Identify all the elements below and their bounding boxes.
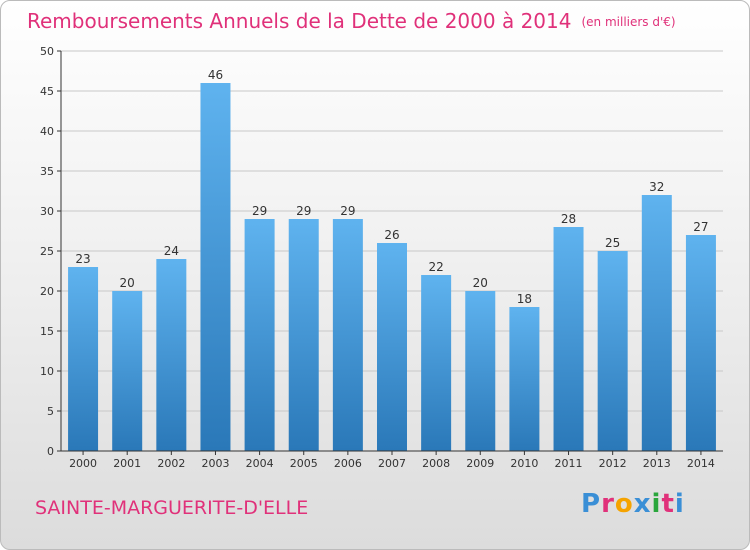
logo-letter: t	[661, 489, 675, 519]
logo-letter: o	[614, 489, 634, 519]
bar	[421, 275, 452, 451]
x-tick-label: 2008	[422, 457, 450, 470]
logo-letter: P	[581, 489, 602, 519]
data-label: 29	[296, 204, 311, 218]
chart-title-text: Remboursements Annuels de la Dette de 20…	[27, 9, 572, 33]
logo-letter: r	[601, 489, 615, 519]
y-tick-label: 20	[40, 285, 54, 298]
data-label: 28	[561, 212, 576, 226]
bar	[685, 235, 716, 451]
y-tick-label: 30	[40, 205, 54, 218]
data-label: 26	[384, 228, 399, 242]
bar	[244, 219, 275, 451]
logo-letter: x	[633, 489, 652, 519]
data-label: 23	[75, 252, 90, 266]
bar	[509, 307, 540, 451]
x-tick-label: 2009	[466, 457, 494, 470]
x-tick-label: 2014	[687, 457, 715, 470]
x-tick-label: 2001	[113, 457, 141, 470]
logo-letter: i	[674, 489, 685, 519]
x-tick-label: 2010	[510, 457, 538, 470]
x-tick-label: 2007	[378, 457, 406, 470]
data-label: 20	[120, 276, 135, 290]
data-label: 22	[428, 260, 443, 274]
bar	[332, 219, 363, 451]
data-label: 29	[252, 204, 267, 218]
data-label: 20	[473, 276, 488, 290]
place-name: SAINTE-MARGUERITE-D'ELLE	[35, 497, 309, 519]
logo-letter: i	[651, 489, 662, 519]
bar	[377, 243, 407, 451]
y-tick-label: 25	[40, 245, 54, 258]
data-label: 29	[340, 204, 355, 218]
x-tick-label: 2011	[555, 457, 583, 470]
data-label: 25	[605, 236, 620, 250]
bar	[553, 227, 584, 451]
x-tick-label: 2013	[643, 457, 671, 470]
y-tick-label: 10	[40, 365, 54, 378]
bar	[112, 291, 143, 451]
y-tick-label: 50	[40, 45, 54, 58]
y-tick-label: 5	[47, 405, 54, 418]
chart-title: Remboursements Annuels de la Dette de 20…	[27, 9, 676, 33]
bar	[641, 195, 672, 451]
data-label: 46	[208, 68, 223, 82]
bar	[288, 219, 319, 451]
data-label: 24	[164, 244, 179, 258]
y-tick-label: 40	[40, 125, 54, 138]
data-label: 18	[517, 292, 532, 306]
x-tick-label: 2000	[69, 457, 97, 470]
x-tick-label: 2005	[290, 457, 318, 470]
x-tick-label: 2006	[334, 457, 362, 470]
bar	[465, 291, 496, 451]
bar	[597, 251, 628, 451]
unit-label: (en milliers d'€)	[581, 15, 676, 29]
bar	[68, 267, 99, 451]
x-tick-label: 2004	[246, 457, 274, 470]
x-tick-label: 2012	[599, 457, 627, 470]
x-tick-label: 2002	[157, 457, 185, 470]
bar	[156, 259, 187, 451]
bars: 23 20 24 46 29 29 29 26 22 20 18 28 25 32 27	[68, 68, 716, 451]
y-tick-label: 45	[40, 85, 54, 98]
x-tick-label: 2003	[201, 457, 229, 470]
axes: 0 5 10 15 20 25 30 35 40 45 50 2000 2001 2002 2003 2004…	[40, 45, 723, 470]
y-tick-label: 0	[47, 445, 54, 458]
proxiti-logo: Proxiti	[581, 489, 685, 519]
y-tick-label: 35	[40, 165, 54, 178]
y-tick-label: 15	[40, 325, 54, 338]
data-label: 32	[649, 180, 664, 194]
data-label: 27	[693, 220, 708, 234]
bar	[200, 83, 231, 451]
